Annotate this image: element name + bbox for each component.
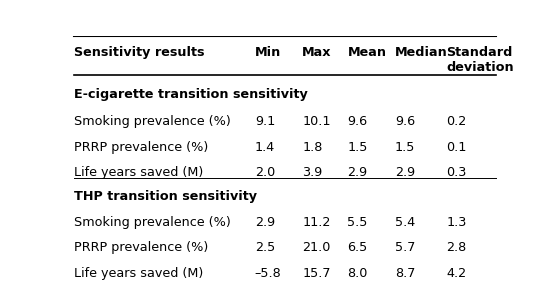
Text: 11.2: 11.2 <box>302 216 331 229</box>
Text: 2.5: 2.5 <box>255 241 275 254</box>
Text: Sensitivity results: Sensitivity results <box>74 46 204 59</box>
Text: 21.0: 21.0 <box>302 241 331 254</box>
Text: 2.0: 2.0 <box>255 166 275 179</box>
Text: PRRP prevalence (%): PRRP prevalence (%) <box>74 241 208 254</box>
Text: 9.1: 9.1 <box>255 115 275 128</box>
Text: 3.9: 3.9 <box>302 166 322 179</box>
Text: 10.1: 10.1 <box>302 115 331 128</box>
Text: 1.5: 1.5 <box>348 141 368 154</box>
Text: PRRP prevalence (%): PRRP prevalence (%) <box>74 141 208 154</box>
Text: Life years saved (M): Life years saved (M) <box>74 267 203 280</box>
Text: Smoking prevalence (%): Smoking prevalence (%) <box>74 115 231 128</box>
Text: 1.8: 1.8 <box>302 141 322 154</box>
Text: 0.2: 0.2 <box>446 115 467 128</box>
Text: 1.5: 1.5 <box>395 141 415 154</box>
Text: Standard
deviation: Standard deviation <box>446 46 514 74</box>
Text: –5.8: –5.8 <box>255 267 281 280</box>
Text: 1.4: 1.4 <box>255 141 275 154</box>
Text: Life years saved (M): Life years saved (M) <box>74 166 203 179</box>
Text: 5.7: 5.7 <box>395 241 415 254</box>
Text: Mean: Mean <box>348 46 386 59</box>
Text: E-cigarette transition sensitivity: E-cigarette transition sensitivity <box>74 88 307 101</box>
Text: 8.7: 8.7 <box>395 267 415 280</box>
Text: 1.3: 1.3 <box>446 216 467 229</box>
Text: 4.2: 4.2 <box>446 267 466 280</box>
Text: Median: Median <box>395 46 448 59</box>
Text: 0.3: 0.3 <box>446 166 467 179</box>
Text: 2.9: 2.9 <box>395 166 415 179</box>
Text: 2.9: 2.9 <box>255 216 275 229</box>
Text: 15.7: 15.7 <box>302 267 331 280</box>
Text: 5.5: 5.5 <box>348 216 368 229</box>
Text: 6.5: 6.5 <box>348 241 368 254</box>
Text: 8.0: 8.0 <box>348 267 368 280</box>
Text: THP transition sensitivity: THP transition sensitivity <box>74 190 257 203</box>
Text: 0.1: 0.1 <box>446 141 467 154</box>
Text: Smoking prevalence (%): Smoking prevalence (%) <box>74 216 231 229</box>
Text: 9.6: 9.6 <box>348 115 368 128</box>
Text: 9.6: 9.6 <box>395 115 415 128</box>
Text: 2.8: 2.8 <box>446 241 467 254</box>
Text: 5.4: 5.4 <box>395 216 415 229</box>
Text: 2.9: 2.9 <box>348 166 368 179</box>
Text: Min: Min <box>255 46 281 59</box>
Text: Max: Max <box>302 46 332 59</box>
